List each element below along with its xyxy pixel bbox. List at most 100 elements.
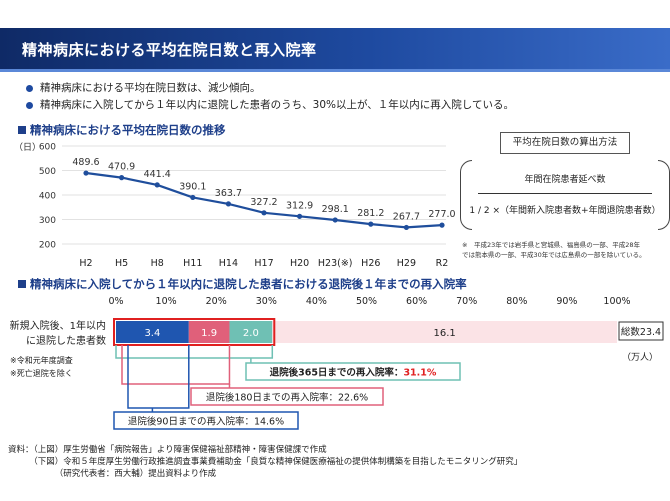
x-tick-label: H11 — [183, 258, 202, 269]
x-tick-label: R2 — [436, 258, 449, 269]
data-label: 312.9 — [286, 200, 313, 211]
annotation-90: 退院後90日までの再入院率：14.6% — [128, 416, 284, 428]
line-chart: （日） 200 300 400 500 600 489.6 470.9 441.4 390.1 3… — [14, 142, 456, 269]
x-tick-label: 40% — [306, 296, 327, 307]
bar-segment-label: 1.9 — [201, 328, 217, 339]
bracket-180 — [121, 345, 231, 385]
formula-title-box: 平均在院日数の算出方法 — [500, 132, 630, 154]
readmission-highlight-frame — [113, 318, 276, 346]
section1-title: 精神病床における平均在院日数の推移 — [18, 122, 226, 138]
annotation-box-180 — [190, 387, 384, 406]
x-tick-label: H29 — [397, 258, 416, 269]
source-line-3: （研究代表者：西大輔）提出資料より作成 — [8, 469, 217, 479]
bullet-1: 精神病床における平均在院日数は、減少傾向。 — [26, 80, 514, 97]
data-point — [368, 221, 374, 227]
x-tick-label: H20 — [290, 258, 309, 269]
data-point — [439, 222, 445, 228]
y-tick-label: 600 — [39, 143, 56, 153]
x-tick-label: 30% — [256, 296, 277, 307]
x-tick-label: 10% — [156, 296, 177, 307]
formula: 年間在院患者延べ数 1 / 2 ×（年間新入院患者数+年間退院患者数） — [460, 160, 670, 230]
data-label: 298.1 — [322, 204, 349, 215]
data-label: 441.4 — [144, 169, 171, 180]
total-box — [618, 321, 664, 341]
data-label: 390.1 — [179, 181, 206, 192]
x-tick-label: 90% — [556, 296, 577, 307]
x-tick-label: 60% — [406, 296, 427, 307]
bar-row-label-line2: に退院した患者数 — [26, 334, 106, 347]
section2-title: 精神病床に入院してから１年以内に退院した患者における退院後１年までの再入院率 — [18, 276, 467, 292]
data-label: 327.2 — [250, 197, 277, 208]
unit-label: （万人） — [622, 352, 658, 363]
data-point — [261, 210, 267, 216]
source-line-1: 資料：（上図）厚生労働省「病院報告」より障害保健福祉部精神・障害保健課で作成 — [8, 445, 327, 455]
title-underline — [0, 69, 670, 72]
slide-title: 精神病床における平均在院日数と再入院率 — [22, 41, 317, 59]
x-tick-label: H5 — [115, 258, 128, 269]
section2-marker — [18, 280, 26, 288]
x-tick-label: 20% — [206, 296, 227, 307]
title-bar: 精神病床における平均在院日数と再入院率 — [0, 28, 670, 72]
y-tick-label: 400 — [39, 192, 56, 202]
data-point — [190, 194, 196, 201]
x-tick-label: 100% — [603, 296, 630, 307]
x-tick-label: 0% — [108, 296, 123, 307]
source-line-2: （下図）令和５年度厚生労働行政推進調査事業費補助金「良質な精神保健医療福祉の提供… — [8, 457, 523, 467]
bar-segment — [272, 321, 617, 343]
bracket-365 — [115, 345, 274, 359]
x-tick-label: H23(※) — [318, 258, 353, 269]
survey-note: ※ 平成23年では岩手県と宮城県、福島県の一部、平成28年 では熊本県の一部、平… — [462, 240, 646, 260]
annotation-box-90 — [113, 411, 299, 430]
data-label: 267.7 — [393, 211, 420, 222]
x-tick-label: H2 — [79, 258, 92, 269]
bracket-90 — [127, 345, 190, 409]
section2-title-text: 精神病床に入院してから１年以内に退院した患者における退院後１年までの再入院率 — [30, 277, 467, 291]
x-tick-label: H8 — [151, 258, 164, 269]
bar-segment — [229, 321, 273, 343]
data-point — [297, 213, 303, 219]
data-point — [332, 217, 338, 223]
total-label: 総数23.4 — [621, 326, 661, 338]
data-label: 281.2 — [357, 208, 384, 219]
bar-row-note-line2: ※死亡退院を除く — [10, 368, 73, 378]
section1-marker — [18, 126, 26, 134]
annotation-365: 退院後365日までの再入院率：31.1% — [270, 367, 437, 379]
data-label: 470.9 — [108, 162, 135, 173]
formula-denominator: 1 / 2 ×（年間新入院患者数+年間退院患者数） — [469, 206, 661, 216]
formula-left-brace — [460, 160, 472, 230]
annotation-365-text: 退院後365日までの再入院率： — [270, 367, 404, 379]
x-tick-label: 80% — [506, 296, 527, 307]
bullet-2: 精神病床に入院してから１年以内に退院した患者のうち、30%以上が、１年以内に再入… — [26, 97, 514, 114]
data-point — [403, 224, 409, 231]
stacked-bar-chart: 新規入院後、1年以内 に退院した患者数 ※令和元年度調査 ※死亡退院を除く 総数… — [10, 296, 664, 430]
y-tick-label: 200 — [39, 241, 56, 251]
bar-segment — [116, 321, 189, 343]
bar-segment-label: 2.0 — [243, 328, 259, 339]
y-tick-label: 300 — [39, 216, 56, 226]
x-tick-label: H26 — [361, 258, 380, 269]
data-label: 489.6 — [72, 157, 99, 168]
y-tick-label: 500 — [39, 167, 56, 177]
data-label: 277.0 — [428, 209, 455, 220]
bar-segment-label: 3.4 — [144, 328, 160, 339]
x-tick-label: 70% — [456, 296, 477, 307]
x-tick-label: H17 — [254, 258, 273, 269]
annotation-180: 退院後180日までの再入院率：22.6% — [206, 392, 368, 404]
bar-row-note-line1: ※令和元年度調査 — [10, 355, 73, 365]
x-tick-label: 50% — [356, 296, 377, 307]
survey-note-line2: では熊本県の一部、平成30年では広島県の一部を除いている。 — [462, 251, 646, 259]
data-point — [225, 201, 231, 207]
formula-right-brace — [658, 160, 670, 230]
section1-title-text: 精神病床における平均在院日数の推移 — [30, 123, 226, 137]
data-label: 363.7 — [215, 188, 242, 199]
x-tick-label: H14 — [219, 258, 238, 269]
sources: 資料：（上図）厚生労働省「病院報告」より障害保健福祉部精神・障害保健課で作成 （… — [8, 444, 522, 480]
annotation-365-value: 31.1% — [403, 368, 436, 379]
formula-fraction-line — [478, 193, 652, 194]
y-axis-label: （日） — [14, 142, 41, 153]
data-point — [154, 182, 160, 188]
annotation-box-365 — [245, 362, 461, 381]
bar-segment — [188, 321, 230, 343]
data-point — [119, 175, 125, 181]
bullet-list: 精神病床における平均在院日数は、減少傾向。 精神病床に入院してから１年以内に退院… — [26, 80, 514, 114]
